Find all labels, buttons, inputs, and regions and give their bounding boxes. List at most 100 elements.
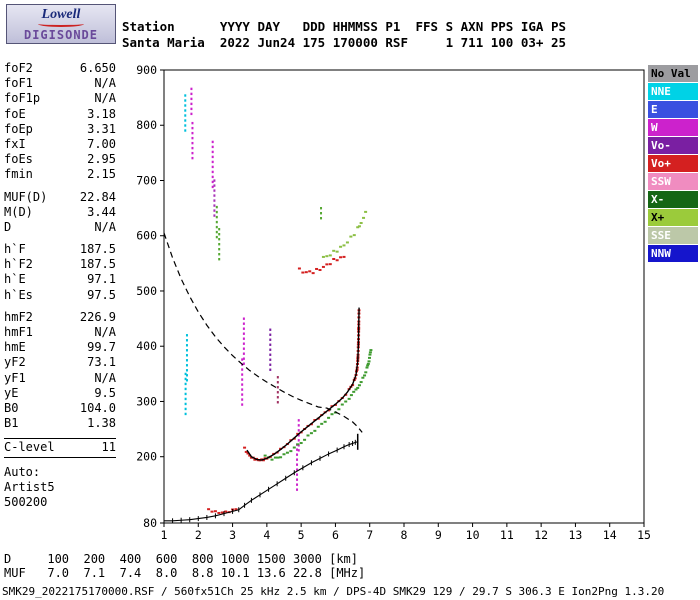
o-mode-f-trace-dot <box>244 450 248 453</box>
spread-echo-dot <box>211 155 214 159</box>
spread-echo-dot <box>269 353 272 356</box>
muf-distance-table: D 100 200 400 600 800 1000 1500 3000 [km… <box>4 552 365 580</box>
spread-echo-dot <box>211 185 214 189</box>
muf-row: MUF 7.0 7.1 7.4 8.0 8.8 10.1 13.6 22.8 [… <box>4 566 366 580</box>
x-mode-f-trace-dot <box>299 442 303 445</box>
legend-item-no-val: No Val <box>648 65 698 82</box>
param-label: fmin <box>4 167 33 182</box>
spread-echo-dot <box>190 87 193 91</box>
direction-legend: No Val NNE E W Vo- Vo+ SSW X- X+ SSE NNW <box>648 65 698 263</box>
x-mode-f-trace-dot <box>344 400 348 403</box>
x-mode-f-trace-dot <box>285 451 289 454</box>
param-label: yF1 <box>4 370 26 385</box>
param-row-fxi: fxI 7.00 <box>4 137 116 152</box>
x-mode-f-trace-dot <box>327 416 331 419</box>
param-row-h-f: h`F 187.5 <box>4 242 116 257</box>
param-value: N/A <box>94 325 116 339</box>
logo-digisonde-text: DIGISONDE <box>23 28 99 42</box>
spread-echo-dot <box>190 102 193 106</box>
param-row-yf2: yF2 73.1 <box>4 355 116 370</box>
spread-echo-dot <box>213 179 216 182</box>
param-value: 3.18 <box>87 106 116 121</box>
y-tick-label: 600 <box>136 229 157 243</box>
spread-echo-dot <box>218 247 221 251</box>
es-e-trace-dot <box>220 511 224 514</box>
spread-echo-dot <box>269 328 272 331</box>
spread-echo-dot <box>211 170 214 174</box>
param-label: D <box>4 219 12 234</box>
es-e-trace-dot <box>213 510 217 513</box>
spread-echo-dot <box>191 131 194 135</box>
spread-echo-dot <box>184 94 187 97</box>
param-label: foE <box>4 106 26 121</box>
spread-echo-dot <box>211 140 214 144</box>
spread-echo-dot <box>241 373 244 376</box>
spread-echo-dot <box>184 114 187 117</box>
spread-echo-dot <box>191 136 194 140</box>
x-mode-f-trace-dot <box>276 456 280 459</box>
x-tick-label: 12 <box>534 528 548 542</box>
param-value: 7.00 <box>87 136 116 151</box>
param-label: fxI <box>4 136 26 151</box>
x-mode-second-hop-dot <box>364 210 368 213</box>
param-row-b1: B1 1.38 <box>4 416 116 431</box>
spread-echo-dot <box>218 257 221 261</box>
logo-lowell-text: Lowell <box>41 7 81 22</box>
spread-echo-dot <box>185 334 188 337</box>
x-mode-second-hop-dot <box>321 255 325 258</box>
legend-item-x-: X- <box>648 191 698 208</box>
x-mode-second-hop-dot <box>349 235 353 238</box>
spread-echo-dot <box>276 401 279 404</box>
x-mode-f-trace-dot <box>320 422 324 425</box>
x-tick-label: 4 <box>263 528 270 542</box>
parameter-group: MUF(D) 22.84 M(D) 3.44 D N/A <box>4 190 116 236</box>
spread-echo-dot <box>241 403 244 406</box>
spread-echo-dot <box>184 412 187 416</box>
spread-echo-dot <box>320 212 323 215</box>
param-row-foes: foEs 2.95 <box>4 152 116 167</box>
spread-echo-dot <box>218 242 221 246</box>
legend-item-nne: NNE <box>648 83 698 100</box>
spread-echo-dot <box>296 448 299 451</box>
param-row-yf1: yF1 N/A <box>4 371 116 386</box>
param-value: 187.5 <box>79 257 116 272</box>
o-mode-second-hop-dot <box>301 271 305 274</box>
spread-echo-dot <box>241 398 244 401</box>
spread-echo-dot <box>184 372 187 376</box>
spread-echo-dot <box>242 357 245 360</box>
param-label: hmF2 <box>4 309 33 324</box>
param-row-h-f2: h`F2 187.5 <box>4 257 116 272</box>
station-header: Station YYYY DAY DDD HHMMSS P1 FFS S AXN… <box>122 19 566 51</box>
param-label: h`E <box>4 272 26 287</box>
spread-echo-dot <box>213 184 216 187</box>
param-value: 97.5 <box>87 287 116 302</box>
x-mode-f-trace-dot <box>296 443 300 446</box>
param-value: N/A <box>94 219 116 234</box>
spread-echo-dot <box>190 112 193 116</box>
spread-echo-dot <box>184 124 187 127</box>
spread-echo-dot <box>276 376 279 379</box>
x-mode-second-hop-dot <box>325 255 329 258</box>
x-mode-f-trace-dot <box>270 458 274 461</box>
x-mode-second-hop-dot <box>356 226 360 229</box>
param-label: hmE <box>4 340 26 355</box>
x-mode-f-trace-dot <box>359 381 363 384</box>
legend-item-ssw: SSW <box>648 173 698 190</box>
parameter-group: hmF2 226.9 hmF1 N/A hmE 99.7 yF2 73.1 yF1 N/A yE 9.… <box>4 310 116 432</box>
spread-echo-dot <box>242 327 245 330</box>
spread-echo-dot <box>269 368 272 371</box>
spread-echo-dot <box>213 214 216 217</box>
o-mode-f-trace-dot <box>296 432 300 435</box>
param-label: foF1p <box>4 91 41 106</box>
spread-echo-dot <box>215 205 218 209</box>
y-tick-label: 400 <box>136 339 157 353</box>
param-label: foF2 <box>4 61 33 75</box>
x-mode-f-trace-dot <box>337 408 341 411</box>
param-value: 99.7 <box>87 340 116 355</box>
spread-echo-dot <box>241 383 244 386</box>
parameter-group: h`F 187.5 h`F2 187.5 h`E 97.1 h`Es 97.5 <box>4 242 116 303</box>
spread-echo-dot <box>320 207 323 210</box>
spread-echo-dot <box>296 458 299 461</box>
spread-echo-dot <box>215 220 218 224</box>
x-mode-f-trace-dot <box>367 360 371 363</box>
